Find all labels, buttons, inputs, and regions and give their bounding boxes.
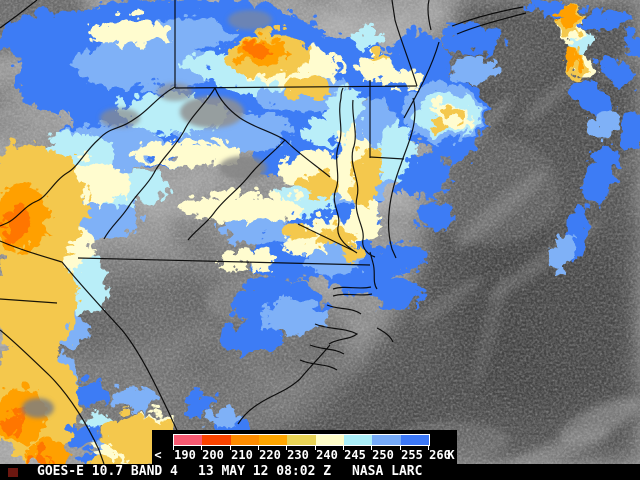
legend-tick xyxy=(173,446,174,450)
legend-tick-label: 245 xyxy=(344,448,366,462)
legend-colorbar xyxy=(173,434,430,446)
legend-tick-label: 255 xyxy=(401,448,423,462)
boundary-nc-sc xyxy=(0,329,105,464)
legend-tick-label: 220 xyxy=(259,448,281,462)
boundary-potomac xyxy=(284,139,331,178)
timestamp-label: 13 MAY 12 08:02 Z xyxy=(198,464,332,479)
legend-tick-label: 260 xyxy=(429,448,451,462)
legend-unit-label: K xyxy=(447,448,455,462)
gray-gap-patches xyxy=(22,10,272,418)
legend-tick xyxy=(286,446,287,450)
legend-tick-label: 200 xyxy=(202,448,224,462)
boundary-ky-tn xyxy=(0,298,58,304)
legend-tick-label: 250 xyxy=(372,448,394,462)
legend-color-segment xyxy=(343,435,373,445)
legend-tick-label: 190 xyxy=(174,448,196,462)
boundary-delaware-river xyxy=(391,0,418,87)
legend-color-segment xyxy=(400,435,429,445)
legend-color-segment xyxy=(230,435,259,445)
legend-tick xyxy=(371,446,372,450)
legend-tick xyxy=(428,446,429,450)
instrument-label: GOES-E 10.7 BAND 4 xyxy=(37,464,178,479)
boundary-nc-coast-sw xyxy=(237,344,331,425)
colorized-cloud-layers xyxy=(0,0,640,464)
legend-color-segment xyxy=(315,435,344,445)
legend-color-segment xyxy=(174,435,203,445)
boundary-currituck-coast xyxy=(369,251,378,290)
status-bar-artifact-mark xyxy=(8,468,18,477)
boundary-chesapeake-east xyxy=(351,99,376,258)
boundary-delmarva-coast xyxy=(387,97,416,259)
boundary-ky-va xyxy=(0,240,63,263)
boundary-hudson xyxy=(427,0,432,31)
satellite-imagery xyxy=(0,0,640,464)
boundary-pa-south xyxy=(174,85,418,89)
boundary-neuse-river xyxy=(299,344,345,371)
boundary-nj-coast xyxy=(403,41,440,119)
boundary-wv-va-ridge xyxy=(103,87,216,240)
legend-color-segment xyxy=(202,435,231,445)
legend-color-segment xyxy=(287,435,316,445)
boundary-potomac-upper xyxy=(214,87,286,141)
boundary-wv-va-ridge2 xyxy=(187,139,286,241)
status-bar: GOES-E 10.7 BAND 4 13 MAY 12 08:02 Z NAS… xyxy=(0,464,640,480)
boundary-albemarle-sound xyxy=(332,286,373,297)
legend-tick xyxy=(201,446,202,450)
boundary-long-island xyxy=(451,6,527,35)
legend-tick-label: 210 xyxy=(231,448,253,462)
boundary-ohio-corner xyxy=(0,0,38,29)
legend-tick-label: 240 xyxy=(316,448,338,462)
state-boundaries xyxy=(0,0,527,464)
boundary-pamlico-sound xyxy=(314,304,394,345)
legend-tick-label: 230 xyxy=(287,448,309,462)
boundary-de-south xyxy=(369,156,405,160)
legend-tick xyxy=(315,446,316,450)
cloud-layer-deep-orange xyxy=(0,36,264,463)
temperature-legend: < 190 200 210 220 230 240 245 250 255 26… xyxy=(152,430,457,464)
legend-tick xyxy=(343,446,344,450)
boundary-chesapeake-west xyxy=(333,87,358,254)
legend-color-segment xyxy=(372,435,401,445)
boundary-va-nc xyxy=(77,257,371,266)
legend-color-segment xyxy=(258,435,288,445)
legend-tick xyxy=(258,446,259,450)
legend-tick xyxy=(400,446,401,450)
legend-tick xyxy=(230,446,231,450)
boundary-ohio-river xyxy=(0,86,176,227)
credit-label: NASA LARC xyxy=(352,464,423,479)
legend-less-than-sign: < xyxy=(154,448,162,462)
boundary-james-river xyxy=(297,223,355,252)
